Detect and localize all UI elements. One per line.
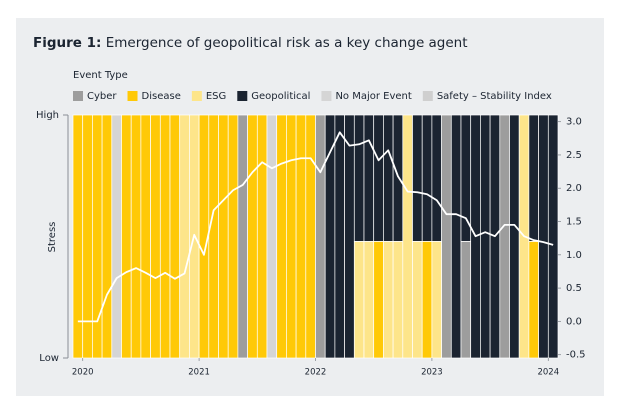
event-bar [266,114,278,359]
event-bar [334,114,345,359]
legend-label: No Major Event [335,91,411,102]
event-bar [295,114,307,359]
y2-tick-label: 0.0 [566,316,582,327]
y2-tick-label: -0.5 [566,350,586,361]
event-bar [315,114,326,359]
event-bar [421,114,433,242]
event-bar [373,114,384,242]
event-bar [547,114,559,359]
plot-area [72,114,559,359]
event-bar [150,114,161,359]
event-bar [431,114,442,242]
legend-label: ESG [206,91,226,102]
legend-label: Disease [142,91,181,102]
y2-tick-label: 2.0 [566,183,582,194]
event-bar [412,241,423,359]
y-tick-label: High [36,110,59,121]
x-tick-label: 2023 [421,368,443,378]
event-bar [353,114,365,242]
legend-swatch [321,91,332,101]
event-bar [276,114,287,359]
y2-tick-label: 3.0 [566,117,582,128]
event-bar [121,114,132,359]
legend-swatch [191,91,202,101]
event-bar [218,114,229,359]
event-bar [256,114,268,359]
event-bar [392,114,404,242]
x-tick-label: 2021 [188,368,210,378]
event-bar [305,114,316,359]
event-bar [286,114,297,359]
legend-label: Safety – Stability Index [437,91,552,102]
event-bar [169,114,181,359]
y2-tick-label: 1.0 [566,250,582,261]
x-tick-label: 2020 [72,368,94,378]
legend-swatch [127,91,138,101]
y2-tick-label: 2.5 [566,150,582,161]
event-bar [159,114,171,359]
event-bar [344,114,355,359]
legend-swatch [73,91,83,101]
legend-swatch [237,91,248,101]
title-label: Figure 1: [33,35,101,51]
event-bar [383,241,394,359]
legend-title: Event Type [73,70,128,81]
x-tick-label: 2024 [537,368,559,378]
event-bar [363,114,375,242]
event-bar [431,241,442,359]
event-bar [392,241,404,359]
y2-tick-label: 0.5 [566,283,582,294]
legend-swatch [422,91,433,101]
index-line [77,131,554,323]
event-bar [412,114,423,242]
event-bar [373,241,384,359]
event-bar [208,114,219,359]
chart-title: Figure 1: Emergence of geopolitical risk… [33,35,468,51]
event-bar [499,114,510,359]
y-axis-label: Stress [47,222,58,253]
event-bar [528,114,539,242]
event-bar [480,114,491,359]
y2-tick-label: 1.5 [566,217,582,228]
x-tick-label: 2022 [305,368,327,378]
event-bar [227,114,239,359]
event-bar [528,241,539,359]
event-bar [441,114,452,359]
title-text: Emergence of geopolitical risk as a key … [106,35,468,51]
event-bar [402,114,413,359]
event-bar [237,114,248,359]
event-bar [509,114,520,359]
event-bar [421,241,433,359]
event-bar [538,114,549,359]
legend-label: Geopolitical [251,91,310,102]
event-bar [363,241,375,359]
event-bar [450,114,462,359]
event-bar [460,114,472,242]
event-bar [140,114,151,359]
event-bar [353,241,365,359]
event-bar [130,114,142,359]
event-bar [247,114,258,359]
legend-label: Cyber [87,91,117,102]
event-bar [101,114,113,359]
event-bar [383,114,394,242]
y-tick-label: Low [39,353,59,364]
event-bar [179,114,190,359]
event-bar [111,114,122,359]
event-bar [460,241,472,359]
